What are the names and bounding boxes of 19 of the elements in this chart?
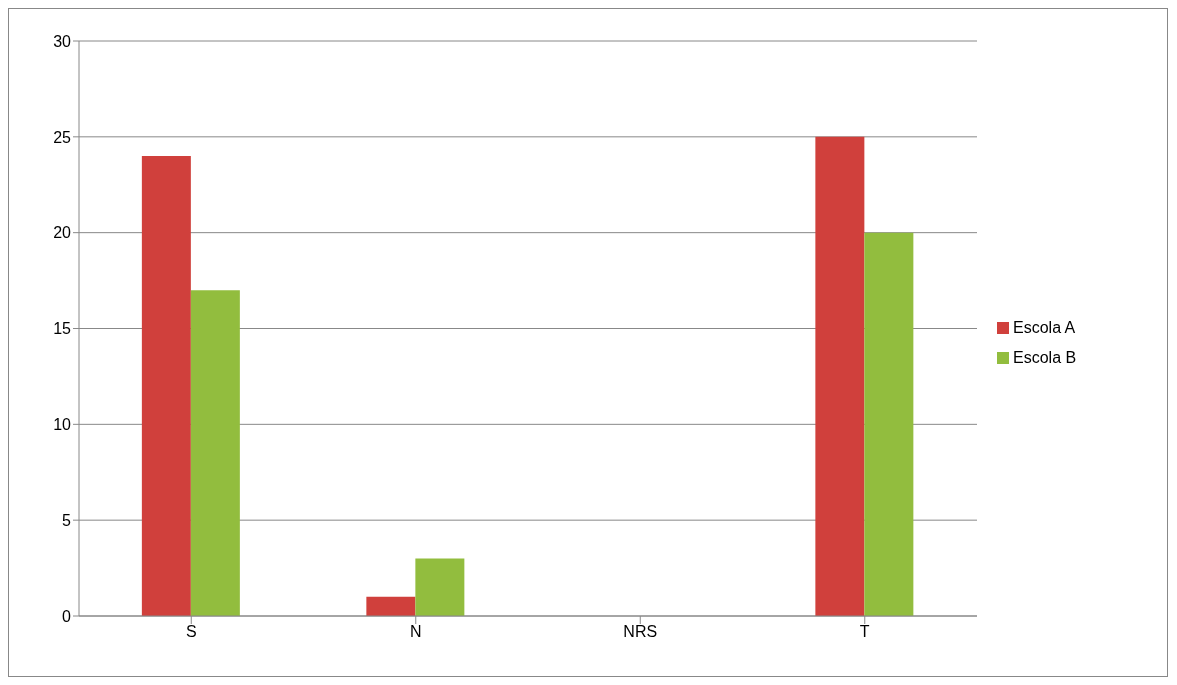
y-tick-label: 10 (53, 416, 72, 434)
x-tick-label: N (409, 623, 422, 641)
bar (366, 596, 416, 616)
legend-label: Escola B (1013, 348, 1077, 366)
y-tick-label: 25 (53, 128, 72, 146)
y-tick-label: 15 (53, 320, 72, 338)
y-tick-label: 5 (62, 511, 72, 529)
y-tick-label: 0 (62, 607, 72, 625)
bar (815, 136, 865, 616)
bar (864, 232, 914, 616)
y-tick-label: 20 (53, 224, 72, 242)
x-tick-label: S (185, 623, 197, 641)
x-tick-label: NRS (623, 623, 658, 641)
bar (141, 156, 191, 616)
y-tick-label: 30 (53, 32, 72, 50)
bar (190, 290, 240, 616)
legend-label: Escola A (1013, 318, 1076, 336)
x-tick-label: T (859, 623, 870, 641)
bar (415, 558, 465, 616)
